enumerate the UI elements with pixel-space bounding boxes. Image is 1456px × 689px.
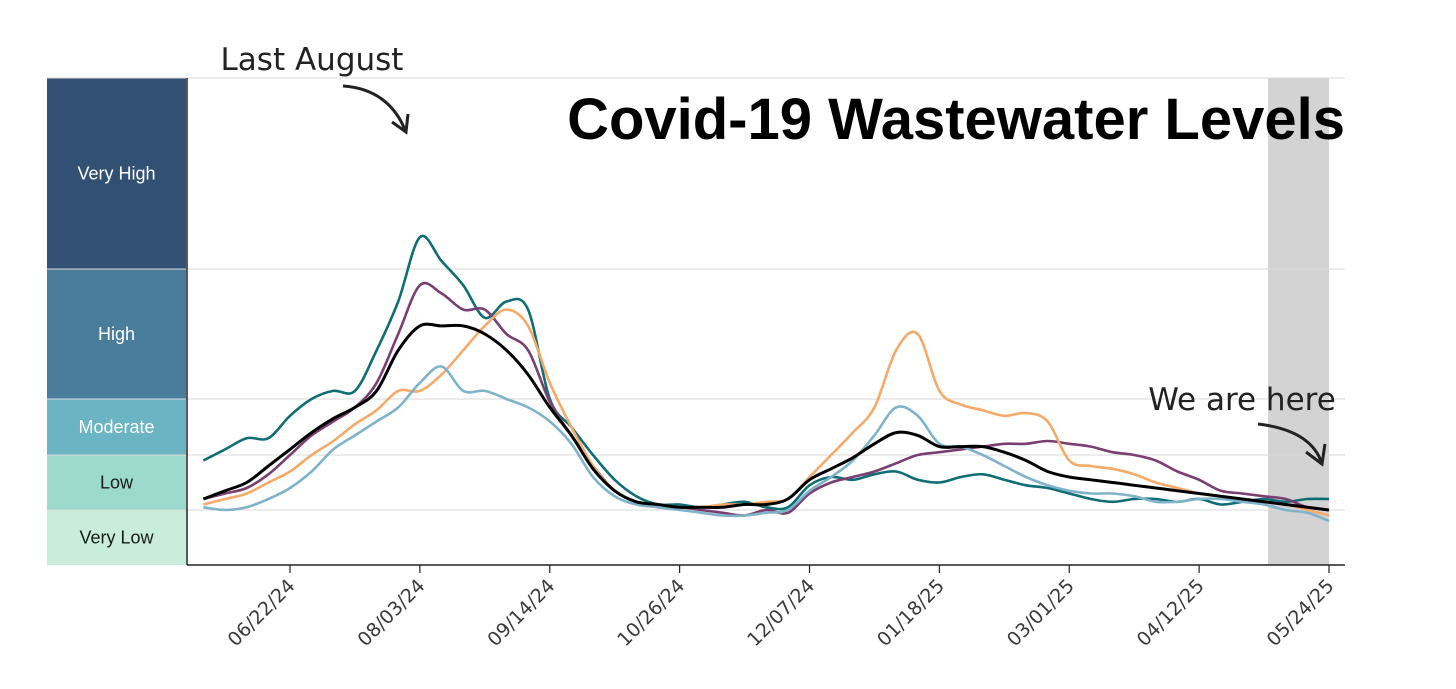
level-band-very-high <box>47 78 186 269</box>
level-band-very-low <box>47 510 186 565</box>
level-scale: Very Low Low Moderate High Very High <box>47 78 186 565</box>
series-line-1 <box>202 234 1330 511</box>
level-label-moderate: Moderate <box>78 417 154 437</box>
level-band-moderate <box>47 399 186 455</box>
axes <box>186 78 1345 566</box>
arrow-head-icon <box>391 113 410 135</box>
arrow-head-icon <box>1305 443 1327 467</box>
series-lines <box>202 234 1330 523</box>
x-tick-label: 03/01/25 <box>1003 575 1079 651</box>
series-line-4 <box>203 365 1330 523</box>
x-tick-label: 06/22/24 <box>224 575 300 651</box>
x-axis-ticks: 06/22/24 08/03/24 09/14/24 10/26/24 12/07/24… <box>224 565 1339 651</box>
level-band-low <box>47 455 186 510</box>
x-tick-label: 05/24/25 <box>1263 575 1339 651</box>
annotation-last-august: Last August <box>221 42 404 78</box>
x-tick-label: 12/07/24 <box>743 575 819 651</box>
annotation-we-are-here: We are here <box>1148 382 1336 418</box>
level-label-very-high: Very High <box>77 164 155 184</box>
level-band-high <box>47 269 186 399</box>
chart-title: Covid-19 Wastewater Levels <box>567 87 1345 152</box>
level-label-low: Low <box>100 473 134 493</box>
annotation-arrow-we-are-here <box>1257 422 1323 462</box>
level-label-very-low: Very Low <box>79 528 154 548</box>
level-label-high: High <box>98 324 135 344</box>
shaded-region <box>1268 78 1329 565</box>
x-tick-label: 01/18/25 <box>873 575 949 651</box>
series-line-5 <box>202 322 1330 512</box>
x-tick-label: 08/03/24 <box>354 575 430 651</box>
shaded-recent-region <box>1268 78 1329 565</box>
series-line-3 <box>203 308 1330 517</box>
gridlines <box>47 77 1345 511</box>
x-tick-label: 04/12/25 <box>1133 575 1209 651</box>
annotation-arrow-last-august <box>342 84 407 131</box>
series-line-2 <box>203 281 1330 517</box>
x-tick-label: 10/26/24 <box>613 575 689 651</box>
x-tick-label: 09/14/24 <box>483 575 559 651</box>
